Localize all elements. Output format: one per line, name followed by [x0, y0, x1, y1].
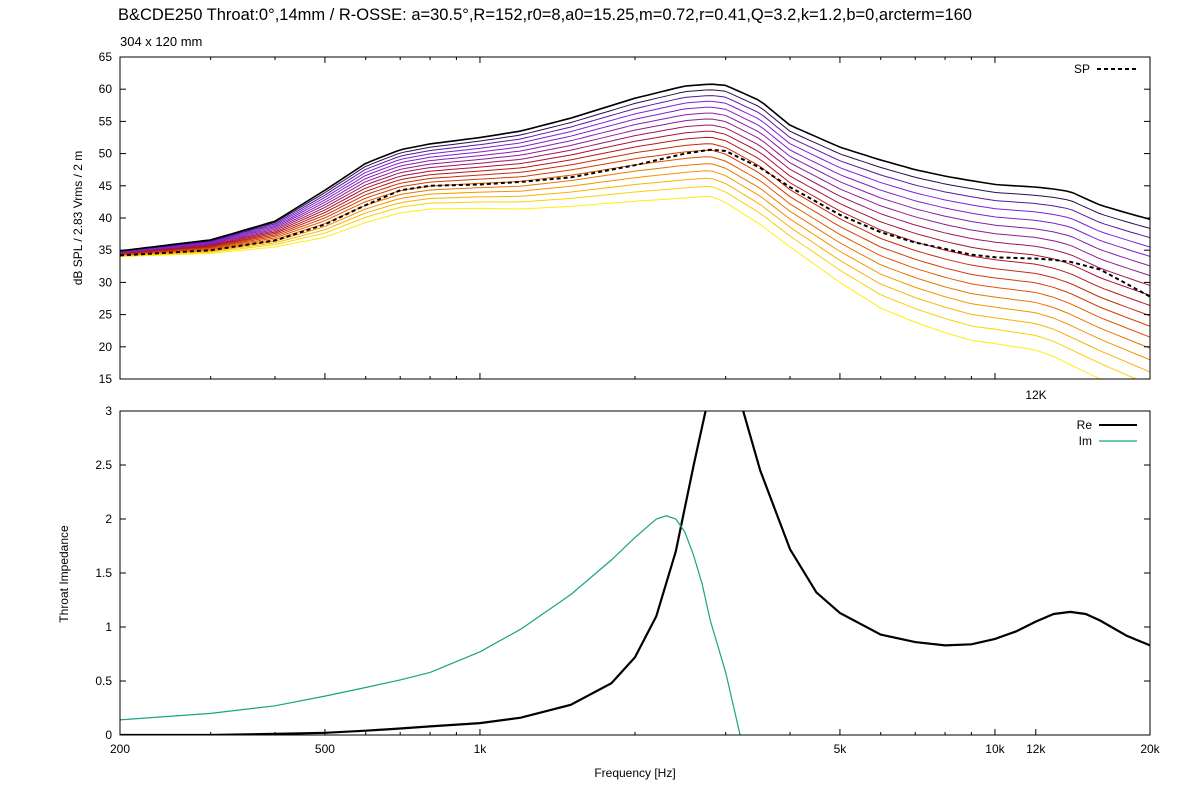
- impedance-x-tick-label: 20k: [1140, 742, 1160, 756]
- impedance-y-ticks: 0 0.5 1 1.5 2 2.5 3: [95, 404, 1150, 742]
- spl-y-tick-label: 50: [99, 147, 113, 161]
- x-axis-label: Frequency [Hz]: [594, 766, 675, 780]
- impedance-y-tick-label: 0.5: [95, 674, 112, 688]
- impedance-y-tick-label: 2: [105, 512, 112, 526]
- legend-label-im: Im: [1079, 434, 1092, 448]
- impedance-x-tick-label: 200: [110, 742, 130, 756]
- spl-curve: [120, 195, 1102, 379]
- spl-curve: [120, 100, 1150, 253]
- chart-subtitle: 304 x 120 mm: [120, 34, 202, 49]
- impedance-curve-re: [120, 411, 1150, 735]
- spl-y-tick-label: 45: [99, 179, 113, 193]
- spl-curve: [120, 124, 1150, 286]
- spl-y-ticks: 15 20 25 30 35 40 45 50 55 60 65: [99, 50, 1150, 386]
- spl-legend: SP: [1074, 62, 1137, 76]
- spl-curve: [120, 112, 1150, 267]
- impedance-y-tick-label: 1.5: [95, 566, 112, 580]
- impedance-x-tick-label: 5k: [834, 742, 848, 756]
- impedance-x-tick-label: 500: [315, 742, 335, 756]
- impedance-y-tick-label: 3: [105, 404, 112, 418]
- spl-y-tick-label: 40: [99, 211, 113, 225]
- impedance-plot-frame: [119, 410, 1151, 736]
- spl-curve: [120, 83, 1150, 252]
- impedance-y-tick-label: 0: [105, 728, 112, 742]
- impedance-curve-im: [120, 515, 741, 735]
- impedance-legend: Re Im: [1077, 418, 1137, 448]
- impedance-x-tick-label: 10k: [985, 742, 1005, 756]
- spl-curve-group: [120, 83, 1150, 379]
- spl-curve: [120, 89, 1150, 252]
- impedance-x-ticks: 200 500 1k 5k 10k 12k 20k: [110, 729, 1161, 756]
- chart-title: B&CDE250 Throat:0°,14mm / R-OSSE: a=30.5…: [118, 6, 972, 24]
- spl-curve: [120, 130, 1150, 296]
- impedance-y-tick-label: 1: [105, 620, 112, 634]
- spl-curve: [120, 118, 1150, 277]
- spl-y-tick-label: 30: [99, 275, 113, 289]
- spl-curve: [120, 136, 1150, 306]
- spl-curve-sp: [120, 148, 1150, 298]
- impedance-x-tick-label: 12k: [1026, 742, 1046, 756]
- spl-y-axis-label: dB SPL / 2.83 Vrms / 2 m: [71, 151, 85, 286]
- impedance-y-axis-label: Throat Impedance: [57, 525, 71, 623]
- spl-curve: [120, 170, 1150, 361]
- spl-curve: [120, 95, 1150, 252]
- legend-label-sp: SP: [1074, 62, 1090, 76]
- spl-y-tick-label: 35: [99, 243, 113, 257]
- spl-y-tick-label: 55: [99, 114, 113, 128]
- impedance-panel: 0 0.5 1 1.5 2 2.5 3 200 500 1k 5k 10k 12k 20k Throat…: [57, 404, 1161, 780]
- spl-y-tick-label: 15: [99, 372, 113, 386]
- legend-label-re: Re: [1077, 418, 1093, 432]
- spl-y-tick-label: 20: [99, 340, 113, 354]
- spl-y-tick-label: 25: [99, 308, 113, 322]
- spl-panel: 15 20 25 30 35 40 45 50 55 60 65 dB SPL / 2.83 Vrm…: [71, 50, 1151, 402]
- spl-curve: [120, 143, 1150, 317]
- spl-curve: [120, 177, 1150, 373]
- spl-plot-frame: [119, 56, 1151, 380]
- spl-y-tick-label: 60: [99, 82, 113, 96]
- impedance-y-tick-label: 2.5: [95, 458, 112, 472]
- spl-curve: [120, 185, 1138, 379]
- spl-curve: [120, 149, 1150, 327]
- spl-curve: [120, 163, 1150, 349]
- spl-y-tick-label: 65: [99, 50, 113, 64]
- impedance-curve-group: [120, 411, 1150, 735]
- impedance-x-tick-label: 1k: [474, 742, 488, 756]
- spl-annotation: 12K: [1025, 388, 1046, 402]
- spl-curve: [120, 106, 1150, 257]
